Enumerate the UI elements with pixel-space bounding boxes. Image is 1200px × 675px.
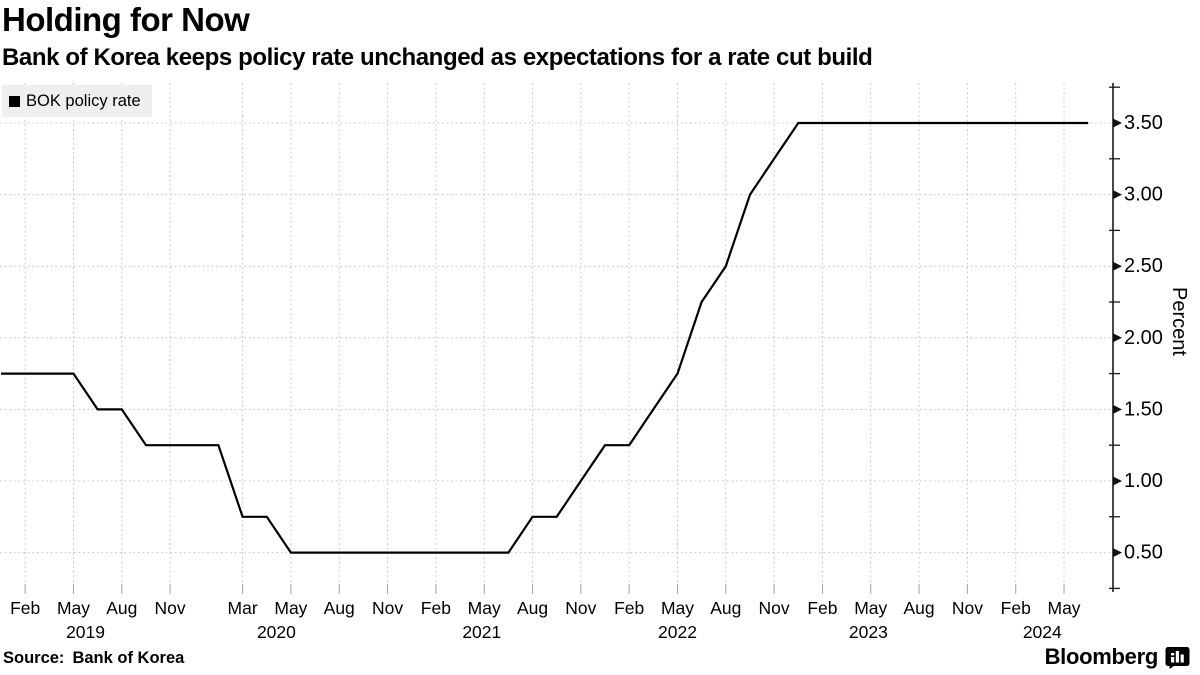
y-major-tick-arrow xyxy=(1113,404,1122,414)
x-tick-label: May xyxy=(468,598,501,618)
x-year-label: 2024 xyxy=(1023,622,1062,642)
y-major-tick-arrow xyxy=(1113,476,1122,486)
x-tick-label: May xyxy=(1048,598,1081,618)
x-tick-label: May xyxy=(57,598,90,618)
x-tick-label: Mar xyxy=(228,598,258,618)
x-year-label: 2023 xyxy=(849,622,888,642)
x-tick-label: Aug xyxy=(710,598,741,618)
chart-title: Holding for Now xyxy=(2,1,250,38)
x-tick-label: Feb xyxy=(10,598,40,618)
x-tick-label: Nov xyxy=(372,598,403,618)
x-tick-label: Nov xyxy=(155,598,186,618)
x-year-label: 2021 xyxy=(462,622,501,642)
x-tick-label: Feb xyxy=(614,598,644,618)
y-tick-label: 2.50 xyxy=(1124,255,1163,277)
source-label: Source: xyxy=(3,649,65,667)
x-tick-label: Nov xyxy=(759,598,790,618)
y-tick-label: 1.50 xyxy=(1124,398,1163,420)
y-major-tick-arrow xyxy=(1113,548,1122,558)
x-tick-label: Feb xyxy=(421,598,451,618)
y-major-tick-arrow xyxy=(1113,261,1122,271)
x-tick-label: Nov xyxy=(565,598,596,618)
x-tick-label: Aug xyxy=(517,598,548,618)
x-tick-label: Aug xyxy=(106,598,137,618)
x-year-label: 2020 xyxy=(257,622,296,642)
x-tick-label: Aug xyxy=(904,598,935,618)
y-tick-label: 3.00 xyxy=(1124,184,1163,206)
y-tick-label: 1.00 xyxy=(1124,470,1163,492)
x-year-label: 2019 xyxy=(66,622,105,642)
source-note: Source: Bank of Korea xyxy=(3,649,184,668)
y-tick-label: 0.50 xyxy=(1124,542,1163,564)
y-tick-label: 3.50 xyxy=(1124,112,1163,134)
x-tick-label: Aug xyxy=(324,598,355,618)
x-year-label: 2022 xyxy=(658,622,697,642)
legend-label: BOK policy rate xyxy=(26,91,141,110)
x-tick-label: May xyxy=(854,598,887,618)
y-major-tick-arrow xyxy=(1113,190,1122,200)
y-major-tick-arrow xyxy=(1113,333,1122,343)
bloomberg-bug-icon xyxy=(1165,647,1190,669)
bloomberg-wordmark: Bloomberg xyxy=(1044,644,1159,669)
x-tick-label: Nov xyxy=(952,598,983,618)
policy-rate-line xyxy=(1,121,1089,554)
legend: BOK policy rate xyxy=(2,85,152,117)
x-tick-label: May xyxy=(661,598,694,618)
x-tick-label: May xyxy=(274,598,307,618)
chart-subtitle: Bank of Korea keeps policy rate unchange… xyxy=(2,44,873,71)
source-value: Bank of Korea xyxy=(72,649,185,667)
bloomberg-logo: Bloomberg xyxy=(1045,644,1190,670)
x-tick-label: Feb xyxy=(1001,598,1031,618)
x-tick-label: Feb xyxy=(807,598,837,618)
y-major-tick-arrow xyxy=(1113,118,1122,128)
y-axis-title: Percent xyxy=(1168,287,1190,356)
y-tick-label: 2.00 xyxy=(1124,327,1163,349)
legend-square-icon xyxy=(9,95,20,107)
